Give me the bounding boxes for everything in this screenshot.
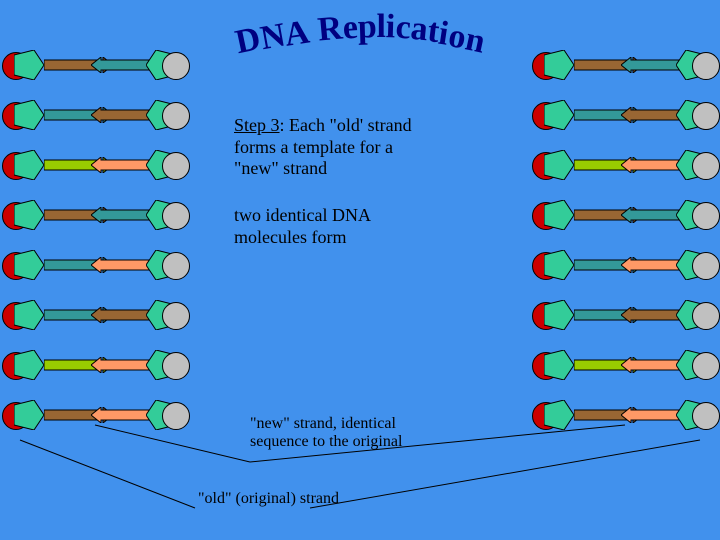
base-pair bbox=[530, 250, 720, 280]
pentagon-left bbox=[544, 150, 574, 180]
base-pair bbox=[0, 400, 190, 430]
pentagon-left bbox=[544, 50, 574, 80]
backbone-ball-right bbox=[692, 202, 720, 230]
pentagon-left bbox=[544, 200, 574, 230]
pentagon-left bbox=[544, 350, 574, 380]
page-title: DNA Replication bbox=[236, 8, 484, 46]
backbone-ball-right bbox=[162, 402, 190, 430]
base-pair bbox=[530, 350, 720, 380]
backbone-ball-right bbox=[162, 152, 190, 180]
backbone-ball-right bbox=[692, 352, 720, 380]
base-pair bbox=[0, 250, 190, 280]
pentagon-left bbox=[14, 50, 44, 80]
pentagon-left bbox=[544, 300, 574, 330]
base-pair bbox=[530, 400, 720, 430]
caption-old-strand: "old" (original) strand bbox=[198, 490, 339, 508]
backbone-ball-right bbox=[692, 152, 720, 180]
pentagon-left bbox=[14, 350, 44, 380]
pentagon-left bbox=[544, 250, 574, 280]
backbone-ball-right bbox=[692, 252, 720, 280]
backbone-ball-right bbox=[692, 52, 720, 80]
backbone-ball-right bbox=[162, 202, 190, 230]
pentagon-left bbox=[14, 200, 44, 230]
dna-molecule-left bbox=[0, 50, 190, 440]
base-pair bbox=[0, 100, 190, 130]
pentagon-left bbox=[14, 100, 44, 130]
backbone-ball-right bbox=[162, 352, 190, 380]
pentagon-left bbox=[544, 400, 574, 430]
pentagon-left bbox=[14, 150, 44, 180]
dna-molecule-right bbox=[530, 50, 720, 440]
base-pair bbox=[0, 50, 190, 80]
caption-new-strand: "new" strand, identicalsequence to the o… bbox=[250, 415, 402, 451]
result-description: two identical DNAmolecules form bbox=[234, 205, 371, 248]
backbone-ball-right bbox=[162, 302, 190, 330]
pentagon-left bbox=[14, 400, 44, 430]
base-pair bbox=[0, 300, 190, 330]
backbone-ball-right bbox=[162, 52, 190, 80]
base-pair bbox=[0, 200, 190, 230]
pentagon-left bbox=[14, 300, 44, 330]
base-pair bbox=[530, 50, 720, 80]
backbone-ball-right bbox=[692, 102, 720, 130]
base-pair bbox=[530, 150, 720, 180]
pentagon-left bbox=[544, 100, 574, 130]
base-pair bbox=[530, 300, 720, 330]
base-pair bbox=[530, 200, 720, 230]
backbone-ball-right bbox=[692, 302, 720, 330]
backbone-ball-right bbox=[162, 102, 190, 130]
base-pair bbox=[0, 350, 190, 380]
base-pair bbox=[0, 150, 190, 180]
step-description: Step 3: Each "old' strandforms a templat… bbox=[234, 115, 412, 180]
pentagon-left bbox=[14, 250, 44, 280]
backbone-ball-right bbox=[692, 402, 720, 430]
backbone-ball-right bbox=[162, 252, 190, 280]
base-pair bbox=[530, 100, 720, 130]
